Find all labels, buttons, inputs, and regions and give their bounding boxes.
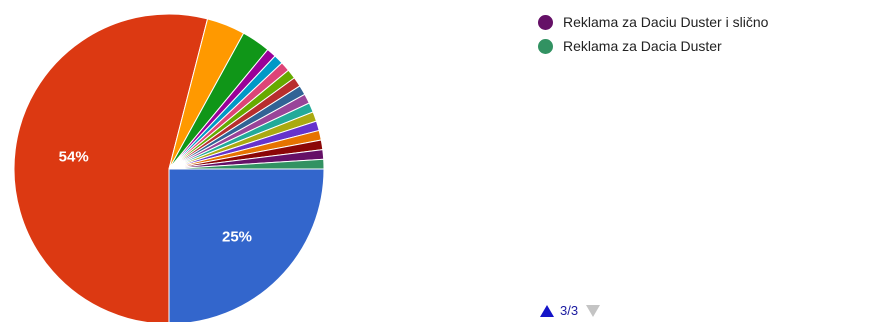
- legend: Reklama za Daciu Duster i slično Reklama…: [538, 10, 768, 58]
- pie-slice-label-1: 54%: [59, 149, 89, 166]
- pie-slice-label-0: 25%: [222, 229, 252, 246]
- pager-up-arrow-icon[interactable]: [540, 304, 554, 317]
- legend-swatch-dacia-duster: [538, 38, 553, 54]
- pie-slice-0[interactable]: [168, 168, 325, 322]
- legend-item-dacia-duster[interactable]: Reklama za Dacia Duster: [538, 34, 768, 58]
- pie-chart-canvas: 25% 54%: [13, 13, 325, 322]
- legend-label-dacia-duster: Reklama za Dacia Duster: [563, 38, 722, 54]
- legend-label-daciu-duster: Reklama za Daciu Duster i slično: [563, 14, 769, 30]
- legend-pager: 3/3: [540, 303, 601, 318]
- pager-page-indicator: 3/3: [560, 303, 579, 318]
- pager-down-arrow-icon[interactable]: [586, 304, 601, 317]
- legend-item-daciu-duster[interactable]: Reklama za Daciu Duster i slično: [538, 10, 768, 34]
- pie-slice-17[interactable]: [168, 158, 325, 170]
- pie-slice-1[interactable]: [13, 13, 209, 322]
- legend-swatch-daciu-duster: [538, 14, 553, 30]
